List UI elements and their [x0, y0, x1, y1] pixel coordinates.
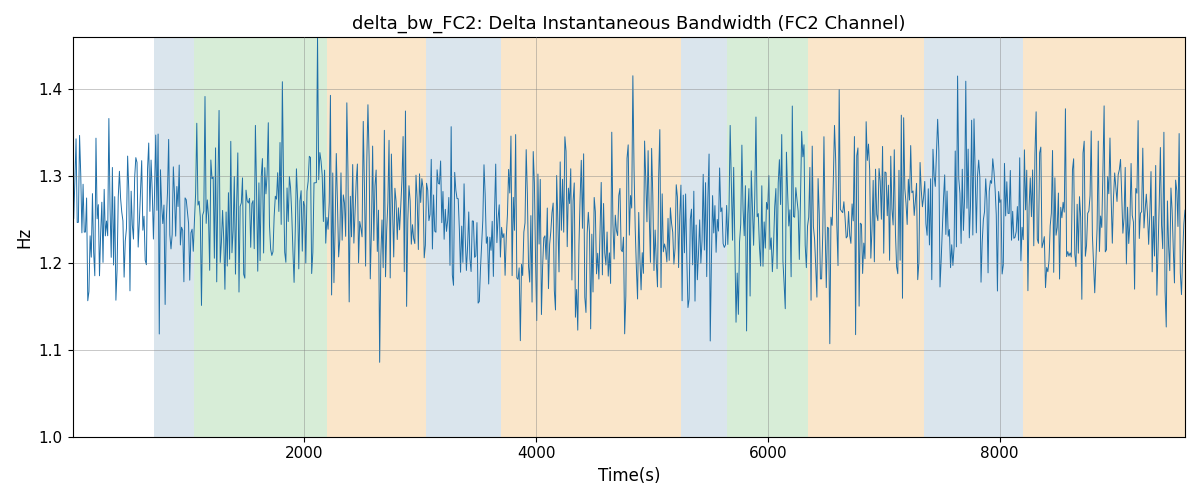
Bar — [154, 38, 194, 436]
X-axis label: Time(s): Time(s) — [598, 467, 660, 485]
Bar — [727, 38, 809, 436]
Y-axis label: Hz: Hz — [14, 226, 32, 248]
Bar — [502, 38, 680, 436]
Bar — [809, 38, 924, 436]
Bar — [1022, 38, 1186, 436]
Bar — [426, 38, 502, 436]
Bar — [924, 38, 1022, 436]
Title: delta_bw_FC2: Delta Instantaneous Bandwidth (FC2 Channel): delta_bw_FC2: Delta Instantaneous Bandwi… — [352, 15, 906, 34]
Bar — [680, 38, 727, 436]
Bar — [328, 38, 426, 436]
Bar — [194, 38, 328, 436]
